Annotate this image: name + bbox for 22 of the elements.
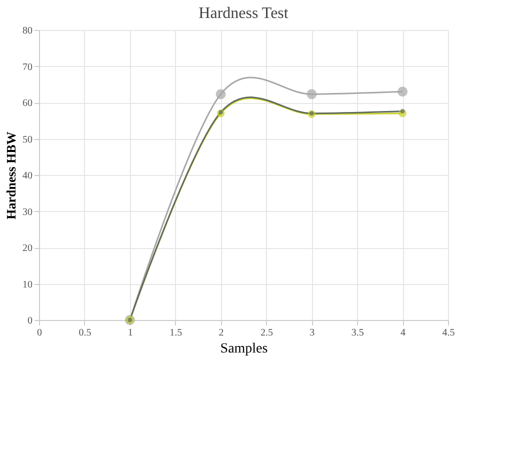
x-tick-label: 0.5 — [78, 328, 92, 338]
y-tick-label: 80 — [22, 26, 32, 36]
x-tick-label: 3.5 — [351, 328, 364, 338]
y-tick-label: 70 — [22, 62, 32, 73]
x-tick-label: 1.5 — [170, 328, 182, 338]
x-tick-label: 2 — [218, 328, 224, 338]
y-tick-label: 50 — [22, 134, 32, 146]
chart-title: Hardness Test — [198, 5, 289, 22]
y-tick-label: 0 — [28, 316, 32, 326]
y-tick-label: 20 — [22, 243, 32, 254]
x-tick-label: 4 — [400, 328, 406, 338]
x-axis-title: Samples — [220, 342, 268, 356]
y-axis-title: Hardness HBW — [4, 132, 18, 220]
y-tick-label: 10 — [22, 279, 32, 290]
x-tick-label: 1 — [128, 328, 133, 338]
y-tick-label: 30 — [22, 206, 32, 218]
x-tick-label: 0 — [37, 328, 42, 338]
x-tick-label: 3 — [310, 328, 315, 338]
x-tick-label: 2.5 — [260, 328, 273, 338]
x-tick-label: 4.5 — [442, 328, 455, 338]
y-tick-label: 60 — [22, 98, 32, 109]
y-tick-label: 40 — [22, 170, 32, 182]
